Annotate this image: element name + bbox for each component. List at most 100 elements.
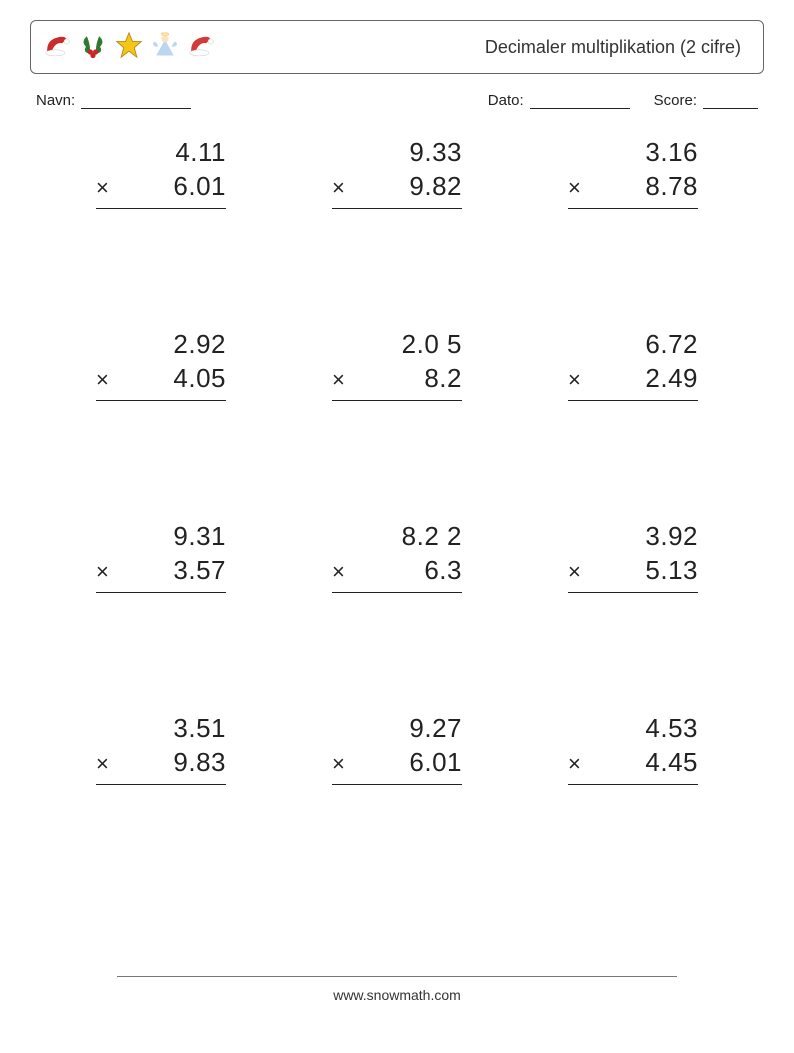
multiplicand: 4.53: [594, 713, 698, 744]
problem-rule: [568, 592, 698, 593]
date-label: Dato:: [488, 92, 524, 109]
multiplicand-row: 9.27: [332, 713, 462, 747]
problem-rule: [96, 592, 226, 593]
multiplier: 8.78: [594, 171, 698, 202]
multiplicand: 9.33: [358, 137, 462, 168]
angel-icon: [151, 31, 179, 64]
name-field: Navn:: [36, 92, 191, 109]
problem-rule: [568, 208, 698, 209]
problem: 2.92×4.05: [96, 329, 226, 401]
multiplicand-row: 2.92: [96, 329, 226, 363]
multiplicand: 4.11: [122, 137, 226, 168]
times-operator: ×: [332, 559, 358, 585]
multiplier: 6.3: [358, 555, 462, 586]
multiplicand-row: 3.92: [568, 521, 698, 555]
star-icon: [115, 31, 143, 64]
name-label: Navn:: [36, 92, 75, 109]
worksheet-page: Decimaler multiplikation (2 cifre) Navn:…: [0, 0, 794, 1053]
problem: 9.27×6.01: [332, 713, 462, 785]
times-operator: ×: [568, 559, 594, 585]
problem: 4.53×4.45: [568, 713, 698, 785]
santa-hat-icon: [43, 31, 71, 64]
multiplicand: 9.27: [358, 713, 462, 744]
multiplier-row: ×4.05: [96, 363, 226, 397]
multiplier: 6.01: [358, 747, 462, 778]
page-footer: www.snowmath.com: [0, 976, 794, 1003]
multiplier-row: ×6.01: [332, 747, 462, 781]
header-icons: [43, 31, 215, 64]
problem-rule: [96, 784, 226, 785]
footer-rule: [117, 976, 677, 977]
problem: 3.16×8.78: [568, 137, 698, 209]
times-operator: ×: [568, 751, 594, 777]
problem-rule: [332, 208, 462, 209]
multiplier-row: ×3.57: [96, 555, 226, 589]
multiplier-row: ×6.01: [96, 171, 226, 205]
multiplier: 9.82: [358, 171, 462, 202]
multiplicand-row: 9.31: [96, 521, 226, 555]
multiplier: 4.45: [594, 747, 698, 778]
times-operator: ×: [96, 559, 122, 585]
score-blank[interactable]: [703, 92, 758, 109]
problem: 3.92×5.13: [568, 521, 698, 593]
multiplicand: 6.72: [594, 329, 698, 360]
multiplier: 4.05: [122, 363, 226, 394]
multiplier: 2.49: [594, 363, 698, 394]
footer-url: www.snowmath.com: [0, 987, 794, 1003]
times-operator: ×: [568, 367, 594, 393]
times-operator: ×: [568, 175, 594, 201]
multiplier-row: ×2.49: [568, 363, 698, 397]
multiplicand-row: 6.72: [568, 329, 698, 363]
worksheet-title: Decimaler multiplikation (2 cifre): [485, 37, 741, 58]
multiplier-row: ×8.2: [332, 363, 462, 397]
multiplicand: 3.92: [594, 521, 698, 552]
multiplier-row: ×9.82: [332, 171, 462, 205]
problem: 4.11×6.01: [96, 137, 226, 209]
multiplier: 6.01: [122, 171, 226, 202]
problem-grid: 4.11×6.019.33×9.823.16×8.782.92×4.052.0 …: [78, 137, 716, 785]
multiplier-row: ×4.45: [568, 747, 698, 781]
problem-rule: [332, 784, 462, 785]
multiplicand: 3.51: [122, 713, 226, 744]
header-box: Decimaler multiplikation (2 cifre): [30, 20, 764, 74]
times-operator: ×: [96, 751, 122, 777]
times-operator: ×: [96, 175, 122, 201]
multiplicand: 2.0 5: [358, 329, 462, 360]
multiplier-row: ×6.3: [332, 555, 462, 589]
multiplicand: 2.92: [122, 329, 226, 360]
problem-rule: [568, 784, 698, 785]
problem: 9.31×3.57: [96, 521, 226, 593]
multiplier: 5.13: [594, 555, 698, 586]
multiplicand-row: 3.51: [96, 713, 226, 747]
name-blank[interactable]: [81, 92, 191, 109]
multiplicand-row: 4.11: [96, 137, 226, 171]
multiplier-row: ×8.78: [568, 171, 698, 205]
meta-row: Navn: Dato: Score:: [36, 92, 758, 109]
problem: 8.2 2×6.3: [332, 521, 462, 593]
multiplicand-row: 8.2 2: [332, 521, 462, 555]
multiplier-row: ×5.13: [568, 555, 698, 589]
times-operator: ×: [332, 751, 358, 777]
times-operator: ×: [96, 367, 122, 393]
multiplicand: 9.31: [122, 521, 226, 552]
multiplicand-row: 3.16: [568, 137, 698, 171]
problem: 9.33×9.82: [332, 137, 462, 209]
problem: 6.72×2.49: [568, 329, 698, 401]
santa-hat-icon: [187, 31, 215, 64]
date-blank[interactable]: [530, 92, 630, 109]
problem-rule: [332, 592, 462, 593]
score-field: Score:: [654, 92, 758, 109]
times-operator: ×: [332, 175, 358, 201]
problem-rule: [332, 400, 462, 401]
problem-rule: [96, 400, 226, 401]
multiplicand: 8.2 2: [358, 521, 462, 552]
multiplicand-row: 4.53: [568, 713, 698, 747]
multiplier: 3.57: [122, 555, 226, 586]
multiplier: 8.2: [358, 363, 462, 394]
problem-rule: [96, 208, 226, 209]
multiplier: 9.83: [122, 747, 226, 778]
multiplicand-row: 2.0 5: [332, 329, 462, 363]
times-operator: ×: [332, 367, 358, 393]
score-label: Score:: [654, 92, 697, 109]
multiplier-row: ×9.83: [96, 747, 226, 781]
